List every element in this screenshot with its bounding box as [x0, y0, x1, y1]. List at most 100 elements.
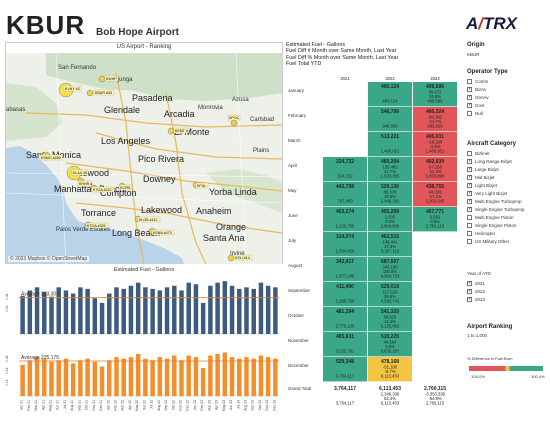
heat-cell[interactable] — [323, 357, 367, 382]
year-option[interactable]: 2021 — [467, 280, 485, 287]
airport-marker-kemt[interactable]: KEMT # — [167, 127, 189, 135]
aircraft-category-option[interactable]: Long Range Bizjet — [467, 158, 512, 165]
fuel-bar[interactable] — [229, 357, 235, 396]
aircraft-category-option[interactable]: Very Light Bizjet — [467, 190, 507, 197]
aircraft-category-option[interactable]: Light Bizjet — [467, 182, 497, 189]
fuel-bar[interactable] — [42, 292, 47, 334]
airport-marker-klgb[interactable]: KLGB #112 — [134, 215, 161, 223]
fuel-bar[interactable] — [179, 360, 184, 396]
fuel-bar[interactable] — [208, 285, 213, 334]
fuel-bar[interactable] — [56, 360, 61, 396]
heat-cell[interactable] — [368, 257, 412, 282]
fuel-bar[interactable] — [70, 363, 76, 396]
aircraft-category-option[interactable]: US Military Other — [467, 238, 509, 245]
aircraft-category-option[interactable]: Multi Engine Piston — [467, 214, 514, 221]
fuel-bar[interactable] — [273, 358, 278, 396]
fuel-bar[interactable] — [34, 357, 40, 396]
airport-marker-klax[interactable]: KLAX #0 — [66, 165, 89, 181]
operator-type-option[interactable]: Govt — [467, 102, 485, 109]
fuel-bar[interactable] — [63, 358, 69, 396]
fuel-bar[interactable] — [172, 355, 177, 396]
fuel-bar[interactable] — [193, 284, 199, 334]
heat-cell[interactable] — [323, 257, 367, 282]
checkbox[interactable] — [467, 206, 472, 212]
fuel-bar[interactable] — [258, 282, 264, 334]
checkbox[interactable] — [467, 86, 472, 92]
fuel-bar[interactable] — [78, 287, 83, 334]
fuel-bar[interactable] — [244, 357, 249, 396]
fuel-bar[interactable] — [244, 287, 249, 334]
fuel-bar[interactable] — [215, 354, 220, 396]
fuel-bar[interactable] — [143, 287, 148, 334]
fuel-bar[interactable] — [200, 302, 206, 334]
airport-ranking-map[interactable]: US Airport - Ranking San Fernando Tujung… — [5, 42, 283, 264]
fuel-bar[interactable] — [99, 366, 105, 396]
fuel-bar[interactable] — [222, 281, 228, 334]
heat-cell[interactable] — [413, 82, 457, 107]
fuel-bar[interactable] — [208, 355, 213, 396]
checkbox[interactable] — [467, 190, 472, 196]
fuel-bar[interactable] — [186, 282, 191, 334]
fuel-bar[interactable] — [222, 352, 228, 396]
checkbox[interactable] — [467, 288, 472, 294]
fuel-bar[interactable] — [237, 358, 242, 396]
heat-cell[interactable] — [368, 107, 412, 132]
checkbox[interactable] — [467, 296, 472, 302]
fuel-bar[interactable] — [229, 285, 235, 334]
fuel-bar[interactable] — [107, 293, 112, 334]
heat-cell[interactable] — [323, 232, 367, 257]
aircraft-category-option[interactable]: Multi Engine Turboprop — [467, 198, 522, 205]
fuel-bar[interactable] — [200, 368, 206, 396]
year-option[interactable]: 2022 — [467, 288, 485, 295]
fuel-bar[interactable] — [128, 357, 134, 396]
heat-cell[interactable] — [368, 132, 412, 157]
fuel-bar[interactable] — [128, 285, 134, 334]
checkbox[interactable] — [467, 158, 472, 164]
fuel-bar[interactable] — [179, 290, 184, 334]
fuel-bar[interactable] — [70, 293, 76, 334]
heat-cell[interactable] — [413, 207, 457, 232]
fuel-bar[interactable] — [27, 290, 33, 334]
heat-cell[interactable] — [323, 332, 367, 357]
fuel-bar[interactable] — [186, 355, 191, 396]
fuel-bar[interactable] — [258, 355, 264, 396]
fuel-bar[interactable] — [150, 360, 155, 396]
operator-type-option[interactable]: BizAv — [467, 86, 486, 93]
operator-type-option[interactable]: GenAv — [467, 94, 489, 101]
fuel-bar[interactable] — [157, 357, 163, 396]
fuel-bar[interactable] — [85, 288, 90, 334]
fuel-bar[interactable] — [114, 287, 119, 334]
map-canvas[interactable]: San Fernando Tujunga Glendale Arcadia Az… — [6, 53, 282, 264]
fuel-bar[interactable] — [85, 358, 90, 396]
fuel-bar[interactable] — [273, 287, 278, 334]
heat-cell[interactable] — [368, 182, 412, 207]
heat-cell[interactable] — [368, 282, 412, 307]
airport-marker-kvny[interactable]: KVNY #2 — [58, 82, 82, 98]
fuel-bar[interactable] — [193, 357, 199, 396]
airport-ranking-range[interactable]: 1 to 1,000 — [467, 333, 488, 338]
fuel-bar[interactable] — [135, 282, 141, 334]
heat-cell[interactable] — [413, 182, 457, 207]
heat-cell[interactable] — [413, 107, 457, 132]
fuel-bar[interactable] — [143, 358, 148, 396]
airport-marker-kful[interactable]: KFUL — [192, 181, 209, 189]
fuel-bar[interactable] — [251, 288, 256, 334]
fuel-bar[interactable] — [92, 298, 98, 334]
airport-marker-ktoa-2[interactable]: KTOA #325 — [84, 221, 109, 229]
heat-cell[interactable] — [323, 282, 367, 307]
fuel-bar[interactable] — [34, 287, 40, 334]
checkbox[interactable] — [467, 239, 472, 244]
fuel-bar[interactable] — [164, 358, 170, 396]
fuel-bar[interactable] — [237, 288, 242, 334]
heat-cell[interactable] — [368, 232, 412, 257]
airport-marker-kpoc[interactable]: KPOC — [227, 114, 241, 127]
fuel-heat-table[interactable]: 2021 2022 2023 January 400,124 400,124 499,596… — [286, 76, 462, 422]
fuel-bar[interactable] — [42, 358, 47, 396]
fuel-bar[interactable] — [215, 282, 220, 334]
heat-cell[interactable] — [368, 207, 412, 232]
heat-cell[interactable] — [368, 307, 412, 332]
aircraft-category-option[interactable]: Helicopter — [467, 230, 495, 237]
fuel-bar[interactable] — [172, 285, 177, 334]
aircraft-category-option[interactable]: Bizliner — [467, 150, 490, 157]
fuel-bar[interactable] — [150, 288, 155, 334]
